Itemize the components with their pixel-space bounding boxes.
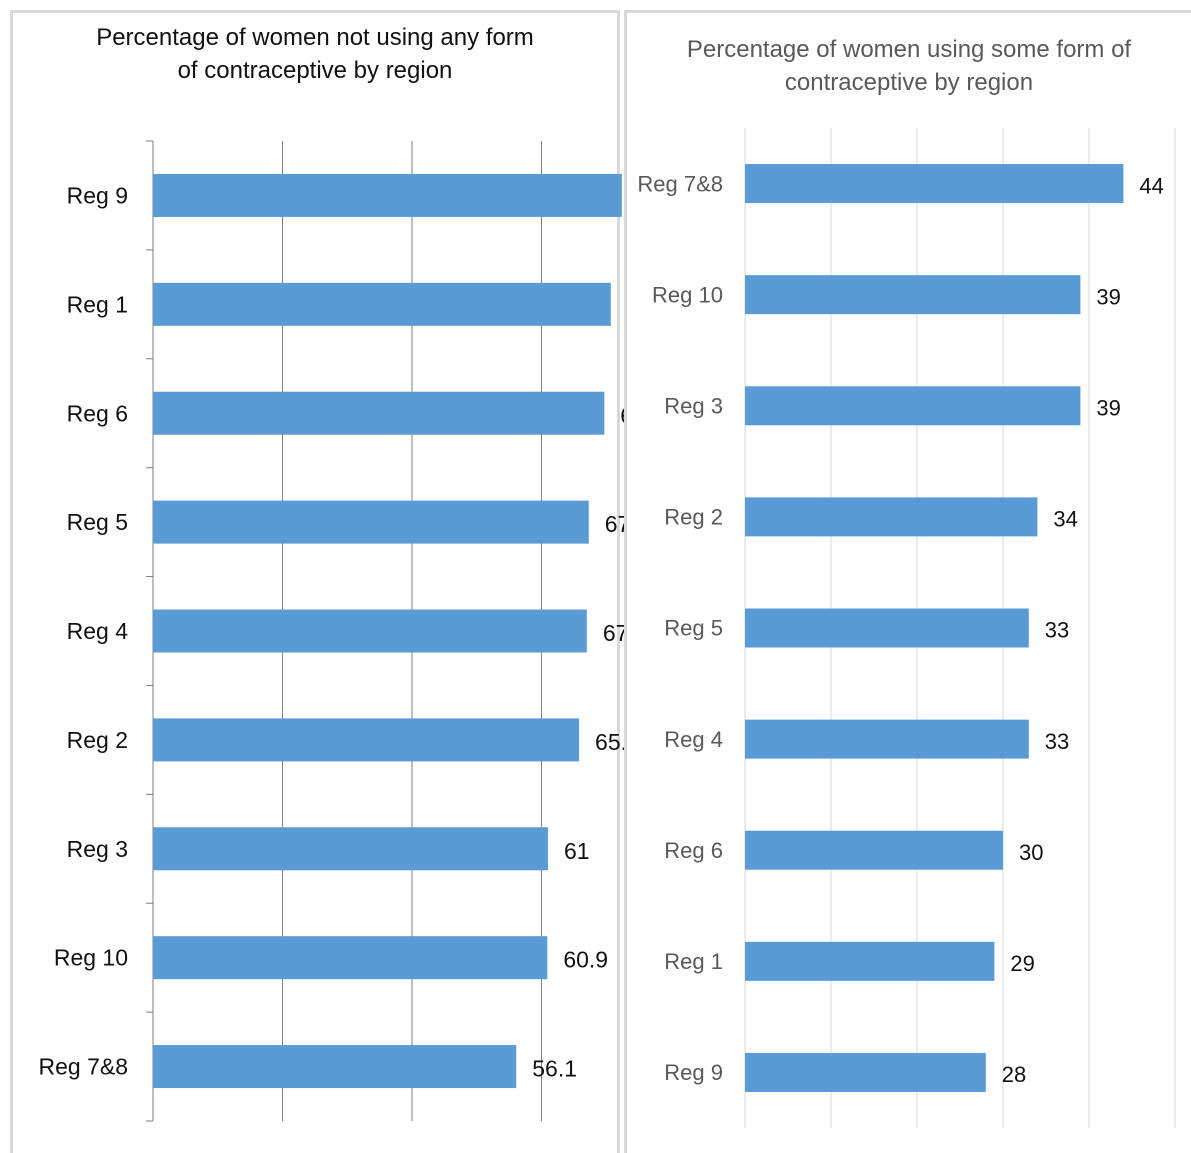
bar bbox=[745, 275, 1081, 315]
data-label: 33 bbox=[1045, 729, 1069, 754]
category-label: Reg 10 bbox=[652, 282, 723, 307]
category-label: Reg 7&8 bbox=[637, 171, 723, 196]
category-label: Reg 2 bbox=[664, 505, 723, 530]
data-label: 60.9 bbox=[563, 947, 608, 973]
category-label: Reg 10 bbox=[54, 945, 128, 971]
category-label: Reg 9 bbox=[67, 182, 128, 208]
data-label: 33 bbox=[1045, 618, 1069, 643]
category-label: Reg 9 bbox=[664, 1060, 723, 1085]
bar bbox=[153, 173, 622, 217]
data-label: 28 bbox=[1002, 1062, 1026, 1087]
bar bbox=[153, 1045, 517, 1089]
bar bbox=[153, 827, 548, 871]
chart-title: Percentage of women using some form of c… bbox=[686, 36, 1132, 96]
category-label: Reg 6 bbox=[664, 838, 723, 863]
bar bbox=[745, 830, 1003, 870]
data-label: 29 bbox=[1010, 951, 1034, 976]
chart-panel-some-contraceptive: Percentage of women using some form of c… bbox=[624, 10, 1191, 1153]
category-label: Reg 5 bbox=[664, 616, 723, 641]
data-label: 56.1 bbox=[532, 1056, 577, 1082]
bar bbox=[153, 391, 605, 435]
category-label: Reg 5 bbox=[67, 509, 128, 535]
chart-title: Percentage of women not using any form o… bbox=[96, 24, 534, 84]
bar-chart-some-contraceptive: Reg 7&8 44 Reg 10 39 Reg 3 39 Reg 2 34 Reg 5 33 Re… bbox=[637, 128, 1176, 1128]
category-label: Reg 1 bbox=[664, 949, 723, 974]
category-label: Reg 3 bbox=[664, 393, 723, 418]
bar bbox=[153, 718, 580, 762]
bar bbox=[745, 497, 1038, 537]
bar bbox=[153, 282, 611, 326]
bar bbox=[153, 936, 548, 980]
category-label: Reg 4 bbox=[67, 618, 129, 644]
category-label: Reg 6 bbox=[67, 400, 128, 426]
data-label: 34 bbox=[1053, 507, 1077, 532]
chart-panel-no-contraceptive: Percentage of women not using any form o… bbox=[10, 10, 683, 1153]
bar bbox=[745, 164, 1124, 204]
bar bbox=[745, 719, 1029, 759]
category-label: Reg 1 bbox=[67, 291, 128, 317]
bar bbox=[745, 608, 1029, 648]
data-label: 61 bbox=[564, 838, 590, 864]
data-label: 39 bbox=[1096, 284, 1120, 309]
data-label: 39 bbox=[1096, 395, 1120, 420]
bar bbox=[745, 386, 1081, 426]
category-label: Reg 3 bbox=[67, 836, 128, 862]
bar bbox=[745, 1052, 986, 1092]
data-label: 30 bbox=[1019, 840, 1043, 865]
category-label: Reg 2 bbox=[67, 727, 128, 753]
bar bbox=[153, 500, 589, 544]
data-label: 44 bbox=[1139, 173, 1163, 198]
bar bbox=[153, 609, 587, 653]
bar bbox=[745, 941, 995, 981]
category-label: Reg 4 bbox=[664, 727, 723, 752]
category-label: Reg 7&8 bbox=[38, 1054, 128, 1080]
